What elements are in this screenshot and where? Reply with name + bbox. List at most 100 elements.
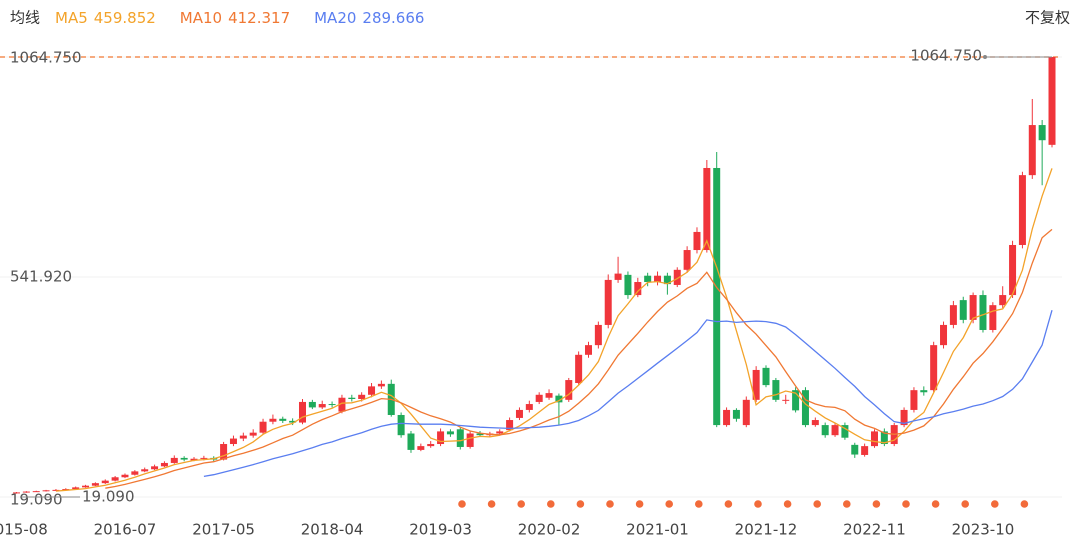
high-marker-label: 1064.750 [910, 47, 982, 65]
candle-body [446, 431, 454, 435]
candle-body [821, 425, 829, 436]
plot [13, 57, 1056, 494]
y-tick-label: 19.090 [10, 491, 63, 509]
candle-body [723, 409, 731, 426]
dividend-markers [458, 500, 1029, 508]
candle-body [634, 282, 642, 296]
event-dot [843, 500, 851, 508]
candle-body [417, 446, 425, 450]
candle-body [131, 471, 139, 475]
candle-body [476, 433, 484, 436]
candle-body [644, 275, 652, 283]
candle-body [1028, 125, 1036, 176]
candle-body [772, 380, 780, 400]
legend-name: MA5 [55, 9, 88, 27]
candle-body [338, 397, 346, 412]
candle-body [220, 444, 228, 460]
candle-body [456, 429, 464, 447]
candle-body [141, 469, 149, 472]
legend-value: 289.666 [362, 9, 424, 27]
event-dot [487, 500, 496, 508]
legend-name: MA10 [180, 9, 222, 27]
event-dot [902, 500, 910, 508]
x-tick-label: 2023-10 [952, 521, 1015, 539]
candle-body [831, 425, 839, 436]
candle-body [683, 250, 691, 270]
candle-body [555, 395, 563, 403]
event-dot [458, 500, 466, 508]
candle-body [368, 386, 376, 395]
candle-body [1018, 175, 1026, 245]
candle-body [880, 431, 888, 445]
event-dot [931, 500, 940, 508]
x-tick-label: 2016-07 [94, 521, 157, 539]
event-dot [813, 500, 821, 508]
candle-body [52, 489, 60, 491]
y-tick-label: 1064.750 [10, 49, 82, 67]
candle-body [801, 390, 809, 426]
candle-body [111, 477, 119, 481]
ma-line [203, 310, 1053, 478]
candle-body [1038, 125, 1046, 141]
candle-body [259, 421, 267, 433]
ma-line [55, 168, 1053, 492]
event-dot [724, 500, 733, 508]
candle-body [920, 390, 928, 393]
candle-body [989, 305, 997, 330]
candle-body [940, 324, 948, 346]
event-dot [547, 500, 555, 508]
legend-value: 459.852 [94, 9, 156, 27]
event-dot [665, 500, 673, 508]
high-marker-dot [983, 55, 987, 59]
candle-body [861, 446, 869, 455]
legend-value: 412.317 [228, 9, 290, 27]
candle-body [851, 444, 859, 455]
candle-body [565, 380, 573, 400]
adjustment-toggle[interactable]: 不复权 [1025, 9, 1070, 27]
candle-body [1048, 57, 1056, 145]
candle-body [1009, 244, 1017, 296]
candle-body [62, 489, 70, 491]
candle-body [673, 269, 681, 285]
candle-body [663, 275, 671, 285]
candle-body [358, 394, 366, 399]
candle-body [328, 404, 336, 406]
candle-body [782, 399, 790, 401]
legend: MA5 459.852 MA10 412.317 MA20 289.666 [55, 9, 424, 27]
candle-body [969, 295, 977, 320]
candle-body [229, 438, 237, 445]
candle-body [279, 418, 287, 421]
candle-body [397, 414, 405, 436]
candle-body [654, 275, 662, 283]
candle-body [308, 401, 316, 408]
candle-body [22, 491, 30, 493]
candle-body [900, 409, 908, 426]
candle-body [999, 295, 1007, 306]
candle-body [298, 401, 306, 423]
legend-entry: MA20 289.666 [314, 9, 424, 27]
candle-body [949, 305, 957, 325]
candle-body [614, 273, 622, 280]
candle-body [525, 404, 533, 410]
ma-line [105, 228, 1053, 489]
candle-body [979, 295, 987, 330]
candle-body [190, 458, 198, 461]
x-tick-label: 2015-08 [0, 521, 48, 539]
candle-body [594, 324, 602, 346]
chart-title: 均线 [10, 9, 40, 27]
candle-body [841, 425, 849, 438]
candle-body [742, 399, 750, 426]
event-dot [991, 500, 999, 508]
candle-body [811, 420, 819, 426]
candle-body [13, 492, 20, 494]
candle-body [377, 383, 385, 387]
candle-body [318, 404, 326, 408]
candle-body [545, 393, 553, 398]
candle-body [762, 367, 770, 386]
candle-body [348, 397, 356, 399]
candle-body [82, 485, 90, 488]
event-dot [754, 500, 762, 508]
candle-body [535, 394, 543, 402]
x-tick-label: 2020-02 [518, 521, 581, 539]
event-dot [695, 500, 703, 508]
